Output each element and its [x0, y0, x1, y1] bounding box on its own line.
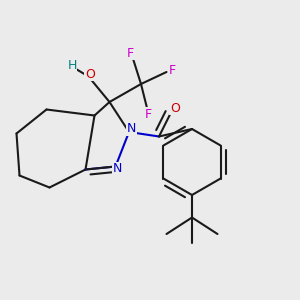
Text: N: N	[127, 122, 136, 136]
Text: H: H	[67, 58, 77, 72]
Text: F: F	[169, 64, 176, 77]
Text: F: F	[145, 108, 152, 121]
Text: N: N	[112, 162, 122, 176]
Text: O: O	[85, 68, 95, 81]
Text: O: O	[170, 101, 180, 115]
Text: F: F	[127, 46, 134, 60]
